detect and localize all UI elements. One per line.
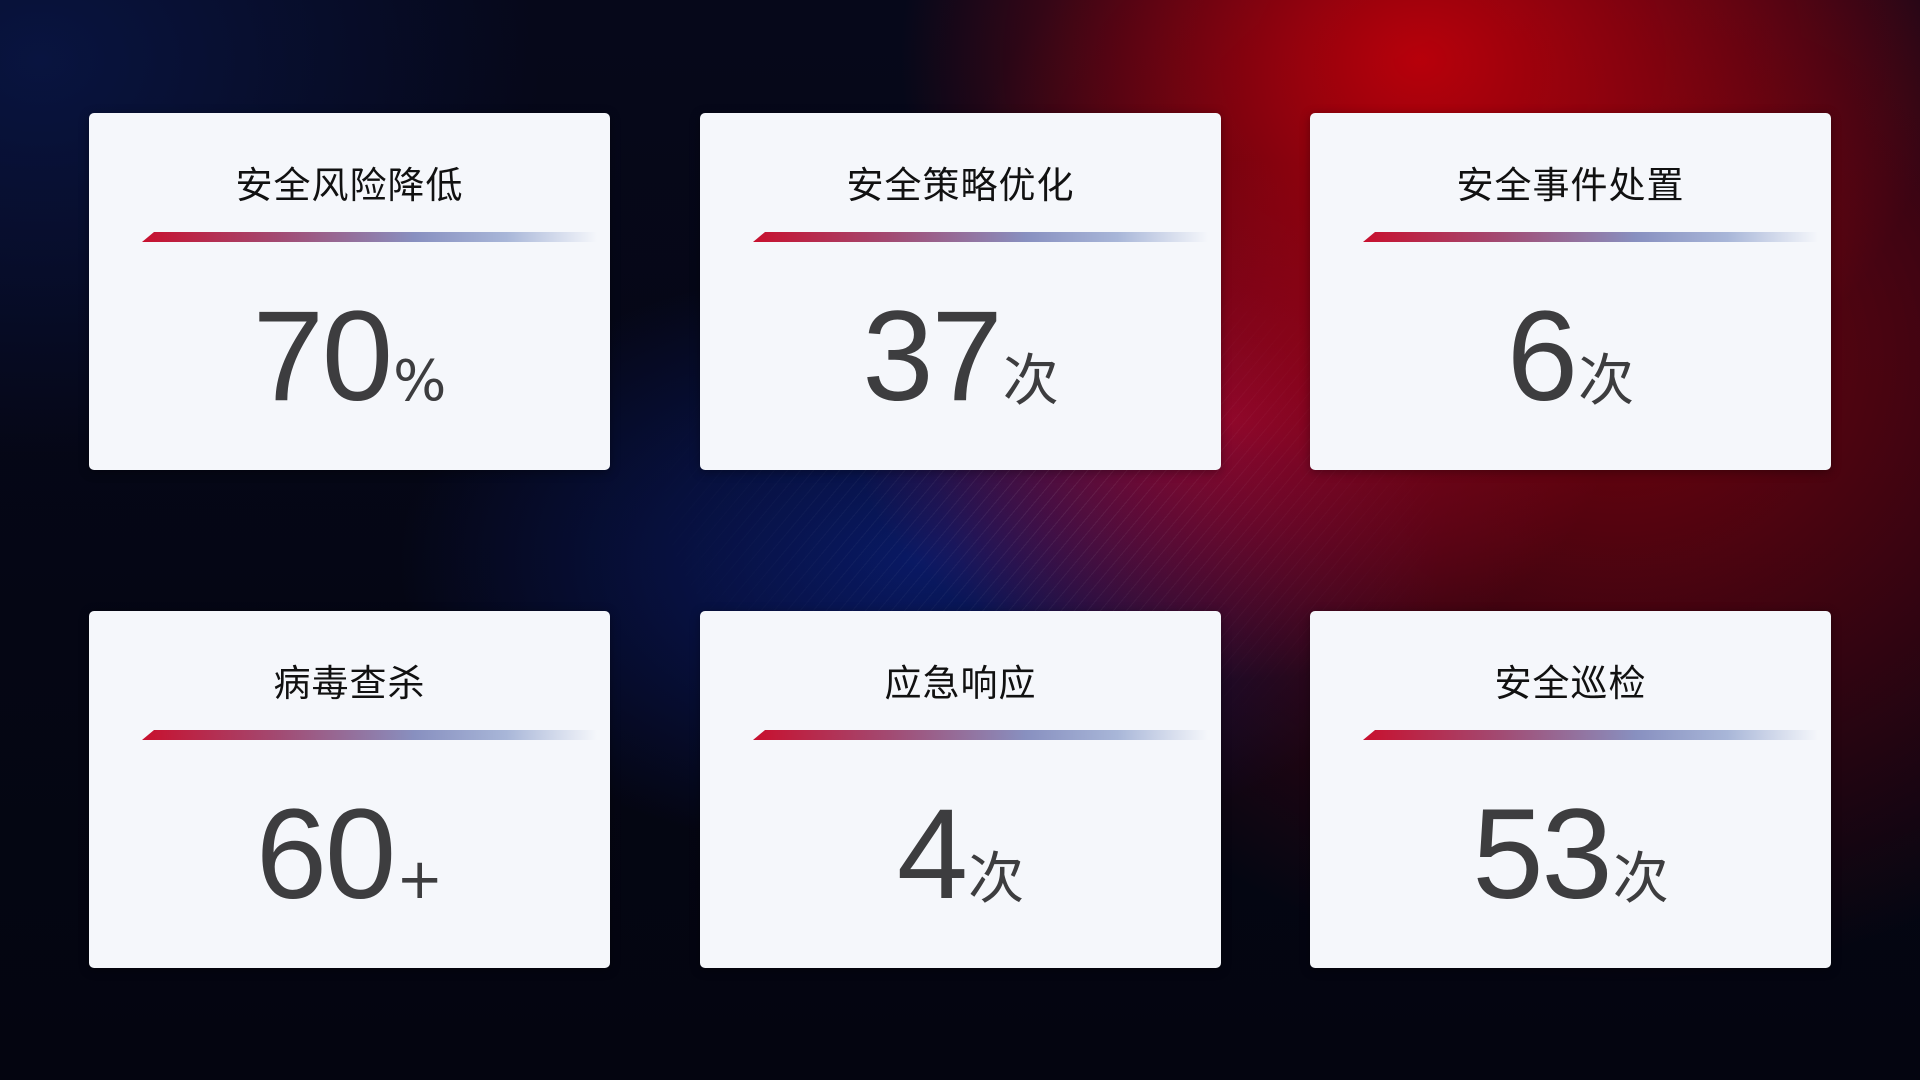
card-title: 安全巡检	[1494, 662, 1647, 705]
card-title: 安全事件处置	[1456, 164, 1685, 207]
stat-card-virus-removal: 病毒查杀 60+	[89, 611, 610, 968]
card-title: 安全风险降低	[235, 164, 464, 207]
value-unit: 次	[1002, 349, 1059, 414]
stat-card-incident-handling: 安全事件处置 6次	[1310, 113, 1831, 470]
value-unit: 次	[1578, 349, 1635, 414]
value-unit: %	[393, 349, 447, 414]
value-unit: +	[396, 847, 444, 912]
value-unit: 次	[968, 847, 1025, 912]
card-value: 60+	[89, 781, 610, 928]
card-value: 4次	[700, 781, 1221, 928]
value-number: 53	[1472, 783, 1612, 926]
value-number: 4	[896, 783, 968, 926]
stat-card-risk-reduction: 安全风险降低 70%	[89, 113, 610, 470]
stat-card-policy-optimization: 安全策略优化 37次	[700, 113, 1221, 470]
card-value: 53次	[1310, 781, 1831, 928]
card-title: 病毒查杀	[273, 662, 426, 705]
card-value: 37次	[700, 283, 1221, 430]
card-title: 安全策略优化	[846, 164, 1075, 207]
card-value: 6次	[1310, 283, 1831, 430]
value-unit: 次	[1612, 847, 1669, 912]
stat-card-security-patrol: 安全巡检 53次	[1310, 611, 1831, 968]
card-divider	[142, 730, 597, 740]
card-divider	[753, 232, 1208, 242]
stat-card-emergency-response: 应急响应 4次	[700, 611, 1221, 968]
card-title: 应急响应	[884, 662, 1037, 705]
value-number: 60	[255, 783, 396, 926]
value-number: 70	[252, 285, 393, 428]
card-divider	[753, 730, 1208, 740]
value-number: 6	[1506, 285, 1578, 428]
card-divider	[1363, 232, 1818, 242]
value-number: 37	[862, 285, 1002, 428]
card-divider	[142, 232, 597, 242]
card-divider	[1363, 730, 1818, 740]
card-value: 70%	[89, 283, 610, 430]
